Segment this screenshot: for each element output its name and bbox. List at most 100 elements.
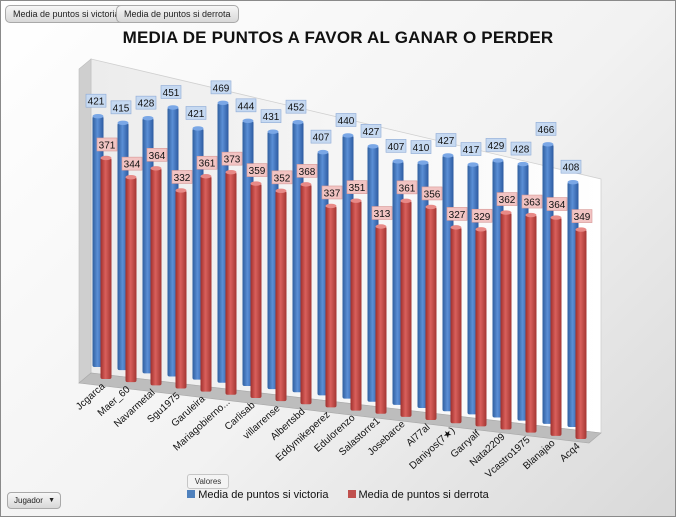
jugador-filter-button[interactable]: Jugador ▼ bbox=[7, 492, 61, 509]
data-label-victoria-4: 421 bbox=[185, 106, 207, 120]
legend-label-victoria: Media de puntos si victoria bbox=[198, 489, 329, 501]
svg-text:408: 408 bbox=[563, 163, 580, 174]
bar-derrota-top-1 bbox=[125, 174, 137, 180]
data-label-victoria-15: 417 bbox=[460, 142, 482, 156]
svg-text:431: 431 bbox=[263, 112, 280, 123]
svg-text:368: 368 bbox=[299, 167, 316, 178]
x-tick-label-19: Acq4 bbox=[558, 441, 583, 465]
svg-text:410: 410 bbox=[413, 143, 430, 154]
data-label-victoria-3: 451 bbox=[160, 85, 182, 99]
svg-text:427: 427 bbox=[438, 136, 455, 147]
bar-derrota-5[interactable] bbox=[225, 172, 237, 395]
bar-derrota-1[interactable] bbox=[125, 177, 137, 383]
data-label-derrota-2: 364 bbox=[146, 148, 168, 162]
bar-victoria-top-2 bbox=[142, 115, 154, 121]
bar-derrota-top-19 bbox=[575, 227, 587, 232]
svg-text:364: 364 bbox=[549, 200, 566, 211]
bar-derrota-top-6 bbox=[250, 181, 262, 186]
svg-text:417: 417 bbox=[463, 145, 480, 156]
bar-victoria-top-0 bbox=[92, 113, 104, 119]
legend-item-victoria: Media de puntos si victoria bbox=[187, 489, 328, 501]
bar-derrota-top-4 bbox=[200, 174, 212, 179]
data-label-victoria-19: 408 bbox=[560, 159, 582, 174]
bar-victoria-top-5 bbox=[217, 100, 229, 106]
data-label-victoria-0: 421 bbox=[85, 93, 107, 108]
svg-text:415: 415 bbox=[113, 103, 130, 114]
field-button-derrota[interactable]: Media de puntos si derrota bbox=[116, 5, 239, 23]
bar-derrota-3[interactable] bbox=[175, 190, 187, 389]
svg-text:451: 451 bbox=[163, 88, 180, 99]
svg-text:313: 313 bbox=[374, 209, 391, 220]
data-label-victoria-9: 407 bbox=[310, 129, 332, 144]
bar-derrota-18[interactable] bbox=[550, 217, 562, 436]
data-label-derrota-15: 329 bbox=[471, 208, 493, 223]
bar-derrota-2[interactable] bbox=[150, 168, 162, 386]
data-label-victoria-16: 429 bbox=[485, 138, 507, 152]
data-label-victoria-17: 428 bbox=[510, 141, 532, 156]
bar-victoria-top-12 bbox=[392, 159, 404, 164]
bar-derrota-17[interactable] bbox=[525, 215, 537, 433]
chart-legend: Media de puntos si victoria Media de pun… bbox=[1, 489, 675, 501]
bar-victoria-top-17 bbox=[517, 161, 529, 167]
data-label-derrota-19: 349 bbox=[571, 209, 593, 223]
bar-victoria-top-4 bbox=[192, 126, 204, 131]
data-label-victoria-13: 410 bbox=[410, 140, 432, 154]
svg-text:362: 362 bbox=[499, 195, 516, 206]
legend-swatch-derrota bbox=[347, 490, 356, 498]
bar-derrota-top-5 bbox=[225, 169, 237, 175]
svg-text:428: 428 bbox=[513, 145, 530, 156]
data-label-derrota-10: 351 bbox=[346, 180, 368, 194]
bar-derrota-7[interactable] bbox=[275, 190, 287, 402]
values-field-button[interactable]: Valores bbox=[187, 474, 229, 489]
bar-derrota-0[interactable] bbox=[100, 157, 112, 379]
svg-text:361: 361 bbox=[199, 159, 216, 170]
bar-derrota-8[interactable] bbox=[300, 184, 312, 405]
bar-derrota-6[interactable] bbox=[250, 183, 262, 398]
data-label-derrota-18: 364 bbox=[546, 197, 568, 211]
bar-derrota-10[interactable] bbox=[350, 200, 362, 411]
bar-derrota-19[interactable] bbox=[575, 229, 587, 439]
svg-text:421: 421 bbox=[88, 97, 105, 108]
bar-victoria-top-11 bbox=[367, 144, 379, 149]
data-label-victoria-6: 444 bbox=[235, 98, 257, 112]
bar-derrota-14[interactable] bbox=[450, 227, 462, 424]
data-label-derrota-12: 361 bbox=[396, 180, 418, 194]
data-label-derrota-13: 356 bbox=[421, 186, 443, 200]
data-label-victoria-10: 440 bbox=[335, 113, 357, 127]
bar-derrota-top-15 bbox=[475, 227, 487, 232]
svg-text:332: 332 bbox=[174, 173, 191, 184]
svg-text:469: 469 bbox=[213, 83, 230, 94]
bar-derrota-top-0 bbox=[100, 155, 112, 161]
data-label-victoria-7: 431 bbox=[260, 109, 282, 123]
data-label-victoria-12: 407 bbox=[385, 139, 407, 153]
legend-item-derrota: Media de puntos si derrota bbox=[347, 489, 489, 501]
bar-victoria-top-9 bbox=[317, 149, 329, 155]
svg-text:351: 351 bbox=[349, 183, 366, 194]
bar-derrota-top-3 bbox=[175, 188, 187, 193]
bar-derrota-12[interactable] bbox=[400, 200, 412, 417]
data-label-victoria-14: 427 bbox=[435, 133, 457, 147]
svg-text:344: 344 bbox=[124, 160, 141, 171]
bar-victoria-top-1 bbox=[117, 120, 129, 126]
bar-victoria-top-8 bbox=[292, 119, 304, 125]
bar-derrota-top-8 bbox=[300, 182, 312, 187]
svg-text:407: 407 bbox=[388, 142, 405, 153]
data-label-derrota-4: 361 bbox=[196, 155, 218, 170]
bar-derrota-13[interactable] bbox=[425, 206, 437, 421]
svg-text:444: 444 bbox=[238, 101, 255, 112]
bar-victoria-top-14 bbox=[442, 153, 454, 158]
bar-derrota-4[interactable] bbox=[200, 176, 212, 392]
bar-derrota-9[interactable] bbox=[325, 205, 337, 408]
svg-text:407: 407 bbox=[313, 133, 330, 144]
data-label-derrota-3: 332 bbox=[171, 170, 193, 184]
bar-victoria-top-7 bbox=[267, 129, 279, 134]
data-label-victoria-1: 415 bbox=[110, 100, 132, 114]
bar-derrota-15[interactable] bbox=[475, 229, 487, 427]
bar-derrota-16[interactable] bbox=[500, 212, 512, 430]
bar-victoria-top-18 bbox=[542, 142, 554, 147]
bar-victoria-top-13 bbox=[417, 160, 429, 165]
data-label-victoria-2: 428 bbox=[135, 95, 157, 110]
data-label-victoria-18: 466 bbox=[535, 122, 557, 136]
bar-derrota-11[interactable] bbox=[375, 226, 387, 414]
